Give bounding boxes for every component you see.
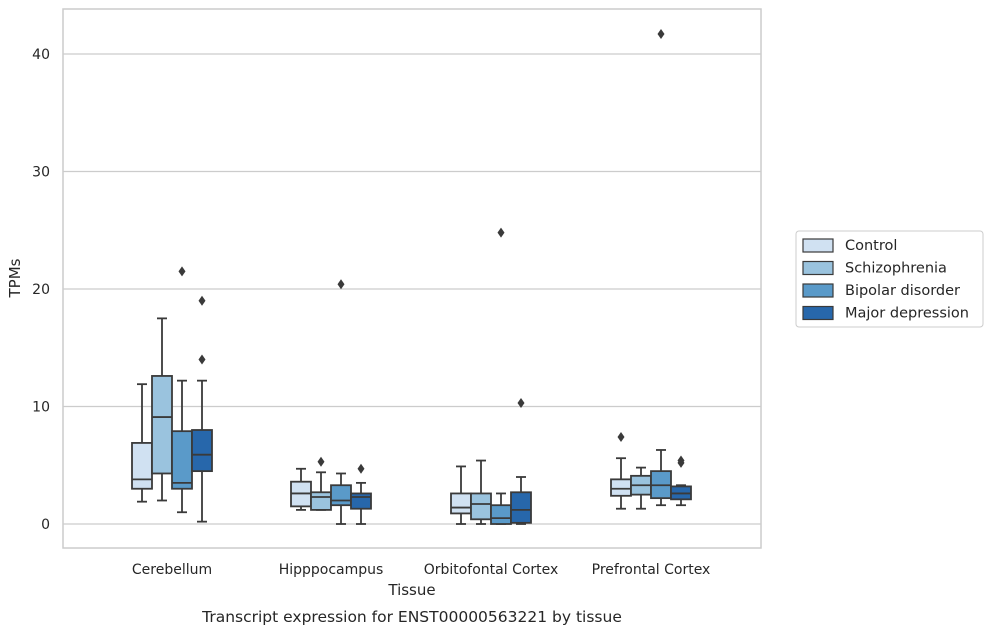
outlier-point xyxy=(677,455,685,466)
legend-swatch xyxy=(802,238,834,253)
y-axis-label: TPMs xyxy=(6,258,24,298)
box xyxy=(470,492,492,521)
y-tick-label: 30 xyxy=(32,165,50,181)
outlier-point xyxy=(617,432,625,443)
x-tick-label: Prefrontal Cortex xyxy=(592,562,711,578)
box xyxy=(310,491,332,511)
y-tick-label: 40 xyxy=(32,47,50,63)
x-axis-label: Tissue xyxy=(387,581,435,599)
box xyxy=(490,504,512,525)
y-tick-label: 20 xyxy=(32,282,50,298)
outlier-point xyxy=(337,279,345,290)
y-tick-label: 10 xyxy=(32,400,50,416)
legend-label: Control xyxy=(845,238,897,254)
legend-swatch xyxy=(802,283,834,298)
box xyxy=(450,492,472,515)
x-tick-label: Cerebellum xyxy=(132,562,212,578)
outlier-point xyxy=(357,463,365,474)
series-schizophrenia xyxy=(151,317,652,525)
box xyxy=(191,429,213,473)
x-tick-label: Orbitofontal Cortex xyxy=(424,562,559,578)
box xyxy=(330,484,352,507)
box-series xyxy=(131,29,692,525)
series-bipolar-disorder xyxy=(171,29,672,525)
outlier-point xyxy=(517,397,525,408)
x-tick-labels: Cerebellum Hipppocampus Orbitofontal Corte… xyxy=(132,562,710,578)
outlier-point xyxy=(198,354,206,365)
plot-area-frame xyxy=(62,8,762,549)
legend-label: Major depression xyxy=(845,306,969,322)
chart-title: Transcript expression for ENST0000056322… xyxy=(201,608,622,626)
outlier-point xyxy=(317,456,325,467)
box xyxy=(171,430,193,490)
outlier-point xyxy=(198,295,206,306)
series-major-depression xyxy=(191,295,692,525)
y-tick-label: 0 xyxy=(41,517,50,533)
outlier-point xyxy=(497,227,505,238)
outlier-point xyxy=(178,266,186,277)
box xyxy=(151,375,173,475)
box xyxy=(510,491,532,524)
box xyxy=(350,492,372,510)
legend-label: Schizophrenia xyxy=(845,261,947,277)
x-tick-label: Hipppocampus xyxy=(279,562,384,578)
y-gridlines xyxy=(63,53,761,525)
legend-swatch xyxy=(802,305,834,321)
legend-swatch xyxy=(802,260,834,276)
legend-frame xyxy=(795,230,984,328)
legend: Control Schizophrenia Bipolar disorder Majo… xyxy=(795,230,984,328)
box xyxy=(131,442,153,490)
y-tick-labels: 0 10 20 30 40 xyxy=(32,47,50,533)
box xyxy=(610,478,632,497)
legend-label: Bipolar disorder xyxy=(845,283,960,299)
outlier-point xyxy=(657,29,665,40)
